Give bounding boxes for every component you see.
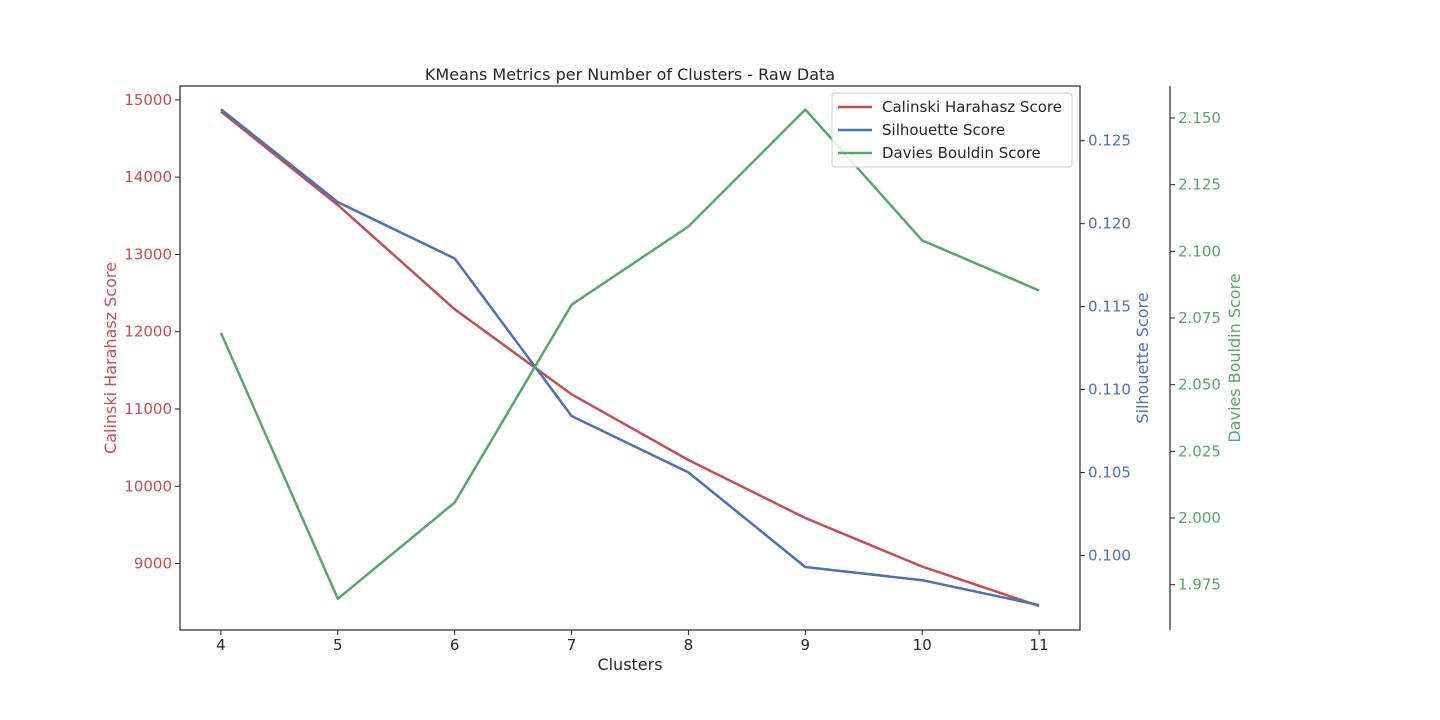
y-tick-label: 0.115 bbox=[1088, 298, 1131, 316]
x-tick-label: 10 bbox=[913, 636, 932, 654]
y-tick-label: 2.050 bbox=[1178, 376, 1221, 394]
right-axis-ticks: 0.100 0.105 0.110 0.115 0.120 0.125 bbox=[1080, 132, 1131, 564]
y-tick-label: 9000 bbox=[134, 555, 172, 573]
y-tick-label: 0.125 bbox=[1088, 132, 1131, 150]
y-tick-label: 2.100 bbox=[1178, 242, 1221, 260]
legend-label-davies: Davies Bouldin Score bbox=[882, 144, 1041, 162]
legend-label-silhouette: Silhouette Score bbox=[882, 121, 1005, 139]
y-tick-label: 11000 bbox=[124, 400, 172, 418]
left-axis-label: Calinski Harahasz Score bbox=[101, 262, 120, 454]
y-tick-label: 2.150 bbox=[1178, 109, 1221, 127]
x-tick-label: 7 bbox=[567, 636, 577, 654]
y-tick-label: 13000 bbox=[124, 245, 172, 263]
y-tick-label: 0.110 bbox=[1088, 381, 1131, 399]
y-tick-label: 1.975 bbox=[1178, 576, 1221, 594]
y-tick-label: 2.000 bbox=[1178, 509, 1221, 527]
axes-frame bbox=[179, 85, 1171, 631]
plot-lines bbox=[219, 108, 1040, 608]
y-tick-label: 12000 bbox=[124, 323, 172, 341]
x-tick-label: 5 bbox=[333, 636, 343, 654]
y-tick-label: 2.025 bbox=[1178, 442, 1221, 460]
line-davies bbox=[219, 108, 1040, 601]
y-tick-label: 0.105 bbox=[1088, 463, 1131, 481]
right-offset-axis-label: Davies Bouldin Score bbox=[1225, 273, 1244, 442]
legend-label-calinski: Calinski Harahasz Score bbox=[882, 98, 1062, 116]
line-silhouette bbox=[220, 108, 1040, 607]
x-axis-ticks: 4 5 6 7 8 9 10 11 bbox=[216, 630, 1049, 654]
y-tick-label: 10000 bbox=[124, 477, 172, 495]
legend: Calinski Harahasz Score Silhouette Score… bbox=[831, 92, 1073, 168]
x-axis-label: Clusters bbox=[597, 655, 662, 674]
x-tick-label: 4 bbox=[216, 636, 226, 654]
right-offset-axis-ticks: 1.975 2.000 2.025 2.050 2.075 2.100 2.125 2.150 bbox=[1170, 109, 1221, 594]
x-tick-label: 9 bbox=[801, 636, 811, 654]
right-axis-label: Silhouette Score bbox=[1133, 292, 1152, 423]
x-tick-label: 11 bbox=[1030, 636, 1049, 654]
plot-area-border bbox=[179, 85, 1081, 631]
legend-box bbox=[831, 92, 1073, 168]
y-tick-label: 0.100 bbox=[1088, 546, 1131, 564]
x-tick-label: 8 bbox=[684, 636, 694, 654]
y-tick-label: 14000 bbox=[124, 168, 172, 186]
x-tick-label: 6 bbox=[450, 636, 460, 654]
left-axis-ticks: 9000 10000 11000 12000 13000 14000 15000 bbox=[124, 91, 180, 573]
line-calinski bbox=[220, 110, 1040, 608]
chart-title: KMeans Metrics per Number of Clusters - … bbox=[425, 65, 835, 84]
y-tick-label: 2.075 bbox=[1178, 309, 1221, 327]
y-tick-label: 2.125 bbox=[1178, 176, 1221, 194]
y-tick-label: 15000 bbox=[124, 91, 172, 109]
y-tick-label: 0.120 bbox=[1088, 215, 1131, 233]
